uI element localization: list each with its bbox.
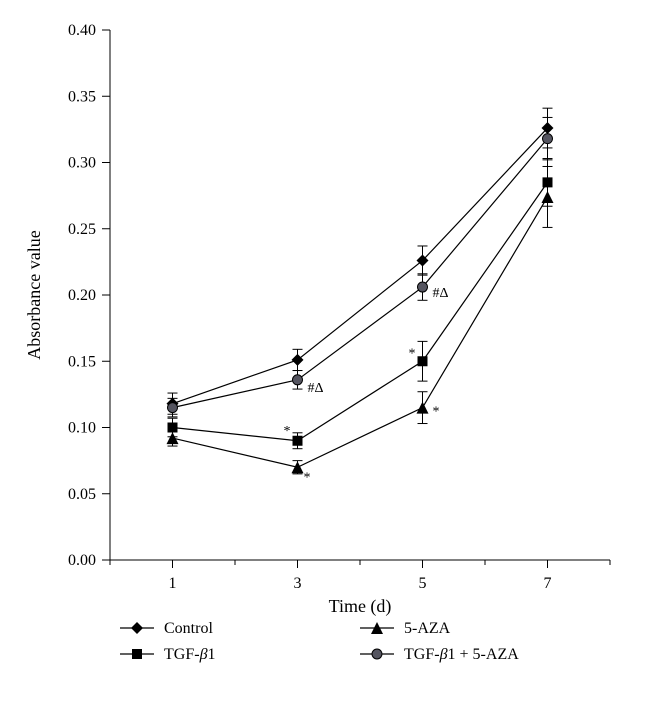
svg-text:0.10: 0.10	[68, 420, 96, 437]
svg-text:0.15: 0.15	[68, 353, 96, 370]
svg-text:#Δ: #Δ	[308, 381, 324, 396]
legend-label-control: Control	[164, 620, 213, 637]
svg-text:0.40: 0.40	[68, 22, 96, 39]
svg-text:0.30: 0.30	[68, 155, 96, 172]
svg-text:0.25: 0.25	[68, 221, 96, 238]
line-chart: 0.00 0.05 0.10 0.15 0.20 0.25 0.30 0.35 0.40 1 3 5 7…	[0, 0, 661, 706]
svg-text:Absorbance value: Absorbance value	[24, 230, 44, 359]
svg-text:7: 7	[544, 575, 552, 592]
chart-container: 0.00 0.05 0.10 0.15 0.20 0.25 0.30 0.35 0.40 1 3 5 7…	[0, 0, 661, 706]
svg-text:*: *	[304, 470, 311, 485]
svg-text:3: 3	[294, 575, 302, 592]
legend-label-tgfb1: TGF-β1	[164, 646, 216, 663]
svg-text:0.35: 0.35	[68, 88, 96, 105]
svg-text:0.00: 0.00	[68, 552, 96, 569]
svg-text:0.20: 0.20	[68, 287, 96, 304]
svg-text:1: 1	[169, 575, 177, 592]
svg-text:*: *	[433, 405, 440, 420]
legend-label-combo: TGF-β1 + 5-AZA	[404, 646, 519, 663]
svg-text:5: 5	[419, 575, 427, 592]
svg-text:*: *	[409, 346, 416, 361]
svg-text:#Δ: #Δ	[433, 286, 449, 301]
svg-text:*: *	[284, 424, 291, 439]
svg-text:0.05: 0.05	[68, 486, 96, 503]
legend-label-aza: 5-AZA	[404, 620, 451, 637]
svg-text:Time (d): Time (d)	[329, 596, 392, 617]
